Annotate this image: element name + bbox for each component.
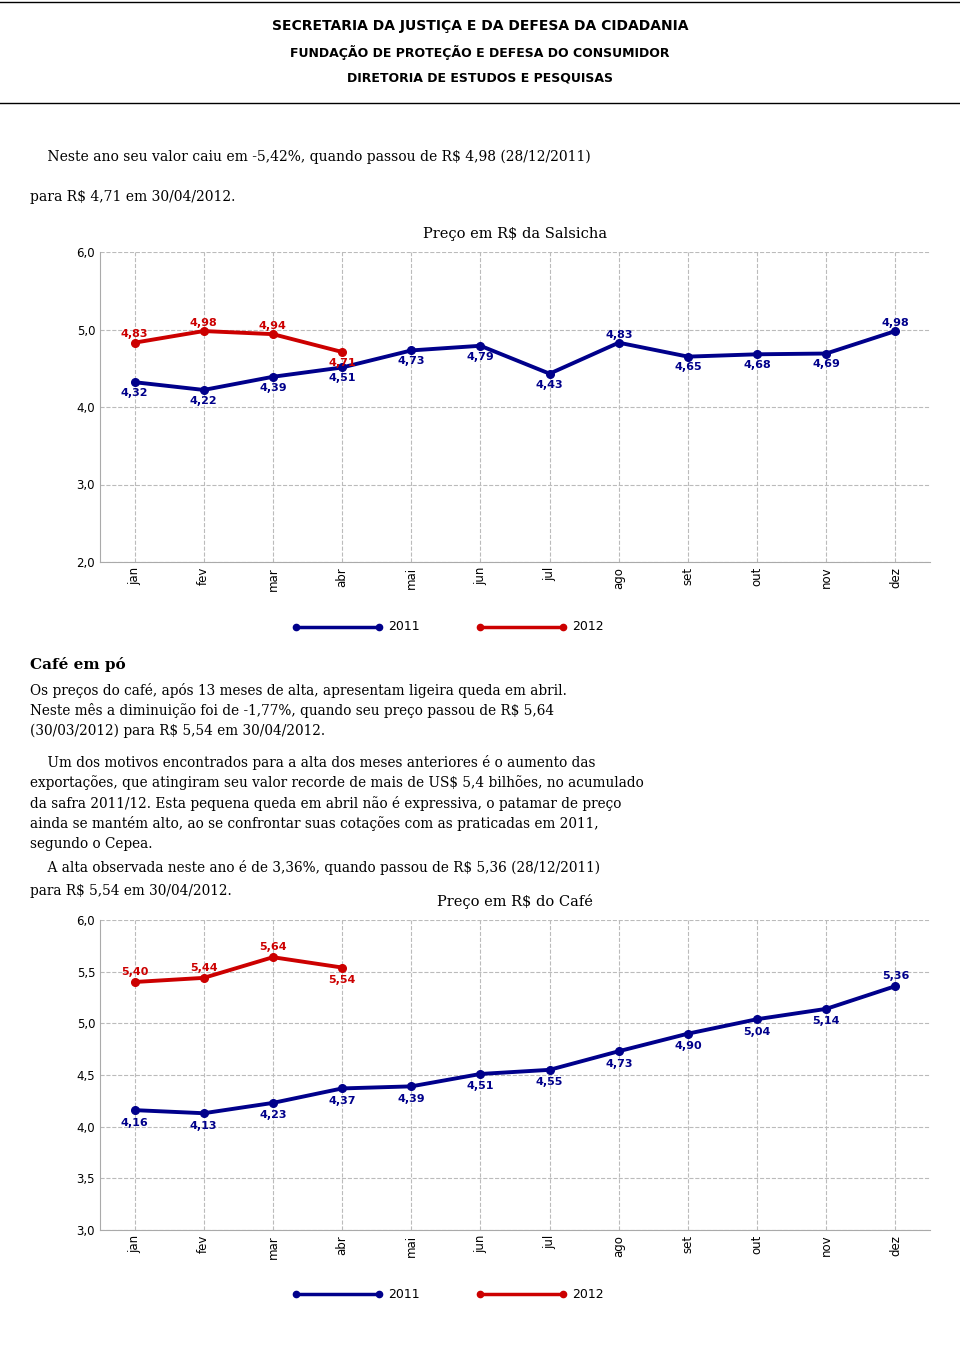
Text: 4,37: 4,37	[328, 1096, 356, 1106]
Text: 4,73: 4,73	[397, 357, 425, 366]
Text: exportações, que atingiram seu valor recorde de mais de US$ 5,4 bilhões, no acum: exportações, que atingiram seu valor rec…	[30, 776, 644, 791]
Title: Preço em R$ da Salsicha: Preço em R$ da Salsicha	[423, 227, 607, 241]
Text: 5,44: 5,44	[190, 963, 218, 972]
Text: (30/03/2012) para R$ 5,54 em 30/04/2012.: (30/03/2012) para R$ 5,54 em 30/04/2012.	[30, 723, 325, 738]
Text: 4,69: 4,69	[812, 360, 840, 369]
Text: 4,23: 4,23	[259, 1110, 287, 1121]
Text: 5,04: 5,04	[743, 1026, 771, 1037]
Text: 4,16: 4,16	[121, 1118, 149, 1128]
Text: SECRETARIA DA JUSTIÇA E DA DEFESA DA CIDADANIA: SECRETARIA DA JUSTIÇA E DA DEFESA DA CID…	[272, 19, 688, 34]
Text: 4,94: 4,94	[259, 320, 287, 331]
Text: 5,14: 5,14	[812, 1017, 840, 1026]
Text: 4,98: 4,98	[881, 318, 909, 329]
Text: Os preços do café, após 13 meses de alta, apresentam ligeira queda em abril.: Os preços do café, após 13 meses de alta…	[30, 683, 566, 698]
Text: 5,40: 5,40	[121, 967, 148, 976]
Text: FUNDAÇÃO DE PROTEÇÃO E DEFESA DO CONSUMIDOR: FUNDAÇÃO DE PROTEÇÃO E DEFESA DO CONSUMI…	[290, 45, 670, 59]
Text: 2011: 2011	[388, 621, 420, 634]
Text: Neste mês a diminuição foi de -1,77%, quando seu preço passou de R$ 5,64: Neste mês a diminuição foi de -1,77%, qu…	[30, 703, 554, 718]
Text: 2011: 2011	[388, 1287, 420, 1301]
Text: segundo o Cepea.: segundo o Cepea.	[30, 837, 153, 850]
Text: 4,43: 4,43	[536, 380, 564, 389]
Text: 4,39: 4,39	[259, 383, 287, 392]
Text: para R$ 4,71 em 30/04/2012.: para R$ 4,71 em 30/04/2012.	[30, 191, 235, 204]
Text: 5,36: 5,36	[881, 971, 909, 980]
Text: 4,51: 4,51	[467, 1082, 494, 1091]
Text: A alta observada neste ano é de 3,36%, quando passou de R$ 5,36 (28/12/2011): A alta observada neste ano é de 3,36%, q…	[30, 860, 600, 875]
Text: 4,79: 4,79	[467, 352, 494, 361]
Text: 4,68: 4,68	[743, 360, 771, 370]
Text: ainda se mantém alto, ao se confrontar suas cotações com as praticadas em 2011,: ainda se mantém alto, ao se confrontar s…	[30, 817, 599, 831]
Text: 4,65: 4,65	[674, 362, 702, 372]
Text: 4,32: 4,32	[121, 388, 149, 397]
Text: 5,64: 5,64	[259, 942, 287, 952]
Text: 4,55: 4,55	[536, 1078, 564, 1087]
Text: 4,73: 4,73	[605, 1059, 633, 1068]
Text: 4,39: 4,39	[397, 1094, 425, 1103]
Text: DIRETORIA DE ESTUDOS E PESQUISAS: DIRETORIA DE ESTUDOS E PESQUISAS	[347, 72, 613, 84]
Text: 4,71: 4,71	[328, 358, 356, 368]
Text: da safra 2011/12. Esta pequena queda em abril não é expressiva, o patamar de pre: da safra 2011/12. Esta pequena queda em …	[30, 796, 621, 811]
Text: para R$ 5,54 em 30/04/2012.: para R$ 5,54 em 30/04/2012.	[30, 884, 231, 898]
Text: 4,83: 4,83	[605, 330, 633, 339]
Text: 2012: 2012	[572, 1287, 604, 1301]
Text: 4,98: 4,98	[190, 318, 218, 327]
Text: Café em pó: Café em pó	[30, 657, 126, 672]
Text: 2012: 2012	[572, 621, 604, 634]
Text: Neste ano seu valor caiu em -5,42%, quando passou de R$ 4,98 (28/12/2011): Neste ano seu valor caiu em -5,42%, quan…	[30, 150, 590, 165]
Text: 4,51: 4,51	[328, 373, 356, 384]
Text: 4,22: 4,22	[190, 396, 218, 406]
Text: 4,90: 4,90	[674, 1041, 702, 1051]
Title: Preço em R$ do Café: Preço em R$ do Café	[437, 894, 593, 909]
Text: 4,83: 4,83	[121, 329, 149, 339]
Text: Um dos motivos encontrados para a alta dos meses anteriores é o aumento das: Um dos motivos encontrados para a alta d…	[30, 754, 595, 771]
Text: 4,13: 4,13	[190, 1121, 218, 1130]
Text: 5,54: 5,54	[328, 975, 356, 986]
